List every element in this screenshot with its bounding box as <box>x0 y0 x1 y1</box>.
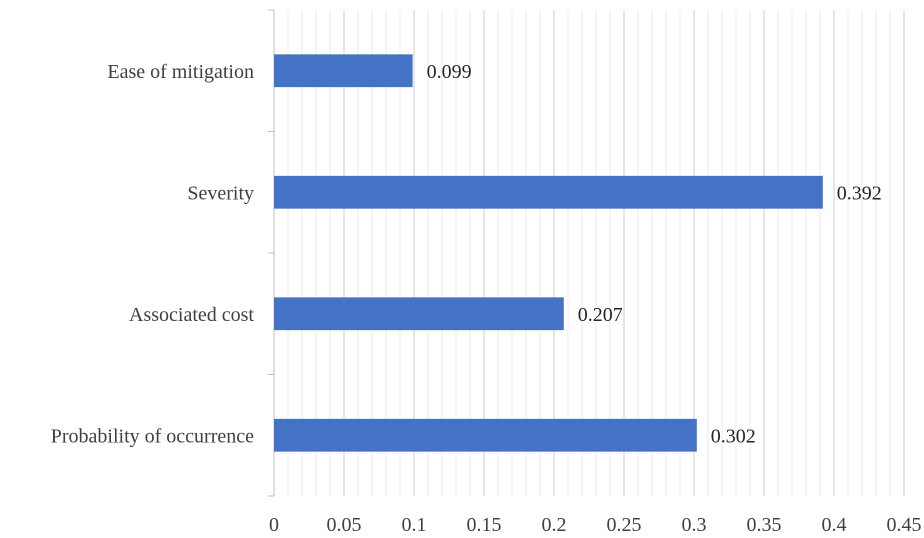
bar <box>274 297 564 331</box>
category-label: Severity <box>187 182 254 204</box>
x-tick-label: 0.2 <box>542 514 567 536</box>
category-axis <box>268 9 275 497</box>
category-label: Probability of occurrence <box>51 425 254 447</box>
x-tick-label: 0.05 <box>327 514 362 536</box>
x-tick-label: 0.3 <box>682 514 707 536</box>
data-label: 0.302 <box>711 425 756 447</box>
bar <box>274 418 697 452</box>
bars <box>274 54 823 452</box>
x-tick-label: 0.25 <box>607 514 642 536</box>
x-tick-label: 0.4 <box>822 514 847 536</box>
data-label: 0.207 <box>578 304 623 326</box>
x-tick-label: 0.45 <box>887 514 922 536</box>
category-label: Ease of mitigation <box>107 61 254 83</box>
bar <box>274 54 413 88</box>
x-tick-label: 0 <box>269 514 279 536</box>
category-label: Associated cost <box>129 304 254 326</box>
bar <box>274 175 823 209</box>
x-tick-label: 0.35 <box>747 514 782 536</box>
data-label: 0.099 <box>427 61 472 83</box>
x-tick-label: 0.15 <box>467 514 502 536</box>
labels: 0 0.05 0.1 0.15 0.2 0.25 0.3 0.35 0.4 0.45 Ease of… <box>51 61 922 536</box>
data-label: 0.392 <box>837 182 882 204</box>
x-tick-label: 0.1 <box>402 514 427 536</box>
gridlines <box>287 10 905 496</box>
